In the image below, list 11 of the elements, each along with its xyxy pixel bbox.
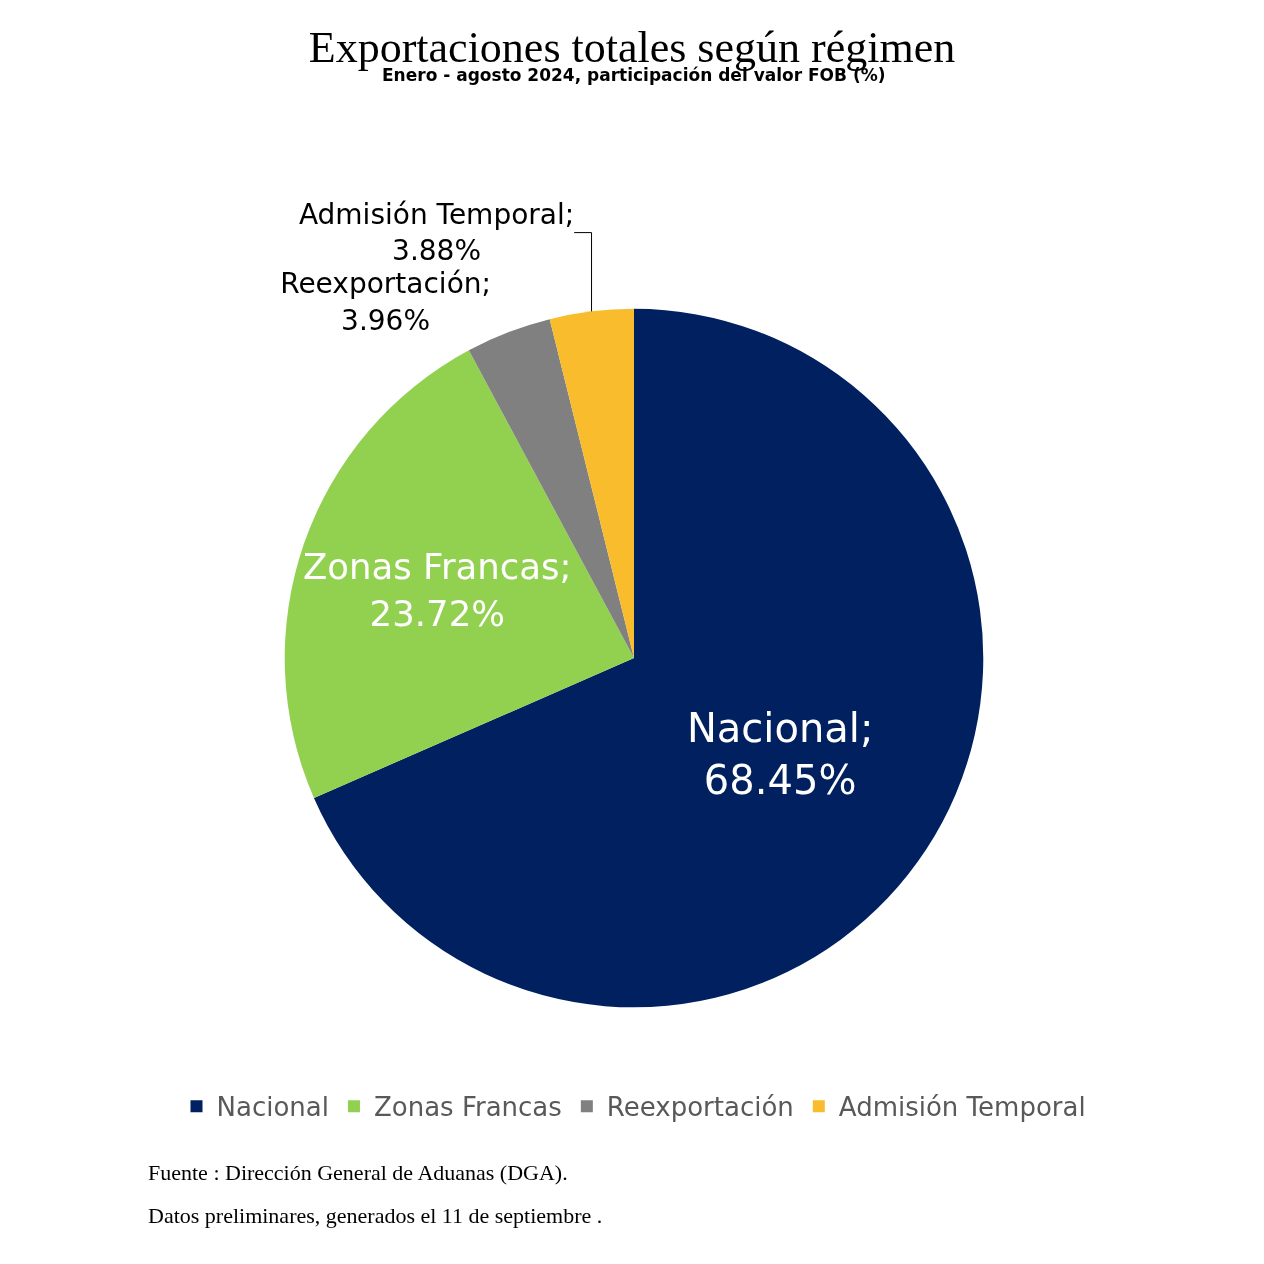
legend-label: Zonas Francas <box>373 1092 562 1123</box>
pie-slice <box>284 350 634 798</box>
data-label: Zonas Francas; 23.72% <box>303 546 572 634</box>
legend-label: Nacional <box>216 1092 329 1123</box>
data-label: Admisión Temporal; 3.88% <box>298 197 575 268</box>
legend-label: Reexportación <box>606 1092 794 1123</box>
legend-label: Admisión Temporal <box>838 1092 1086 1123</box>
data-label: Nacional; 68.45% <box>686 704 874 803</box>
data-label: Reexportación; 3.96% <box>280 267 491 337</box>
source-note: Fuente : Dirección General de Aduanas (DGA). <box>148 1160 568 1185</box>
text: Datos preliminares, generados el 11 de septiembre . <box>148 1203 603 1228</box>
